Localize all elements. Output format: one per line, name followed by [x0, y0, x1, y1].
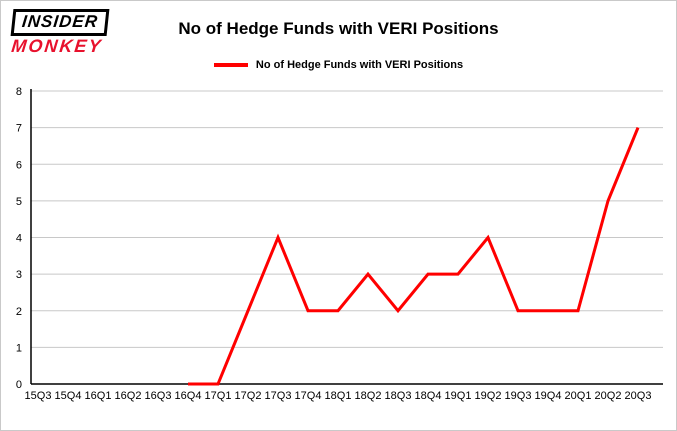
x-tick-label: 16Q1	[85, 390, 112, 402]
x-tick-label: 16Q4	[175, 390, 202, 402]
y-tick-label: 2	[16, 306, 22, 318]
y-tick-label: 4	[16, 233, 22, 245]
series-line	[188, 127, 640, 386]
x-tick-label: 17Q2	[235, 390, 262, 402]
y-tick-label: 6	[16, 159, 22, 171]
x-tick-label: 19Q2	[475, 390, 502, 402]
y-tick-label: 0	[16, 379, 22, 391]
x-tick-label: 18Q1	[325, 390, 352, 402]
y-tick-label: 7	[16, 123, 22, 135]
x-tick-label: 15Q4	[55, 390, 82, 402]
y-tick-label: 3	[16, 269, 22, 281]
legend-line-sample	[213, 63, 248, 67]
x-tick-label: 17Q4	[295, 390, 322, 402]
x-tick-label: 19Q3	[505, 390, 532, 402]
x-tick-label: 19Q4	[535, 390, 562, 402]
legend-label: No of Hedge Funds with VERI Positions	[255, 59, 464, 71]
y-tick-label: 8	[16, 86, 22, 98]
x-tick-label: 16Q3	[145, 390, 172, 402]
x-tick-label: 19Q1	[445, 390, 472, 402]
logo-monkey-text: MONKEY	[10, 36, 104, 56]
chart-title: No of Hedge Funds with VERI Positions	[178, 19, 499, 38]
x-tick-label: 20Q1	[565, 390, 592, 402]
y-tick-label: 5	[16, 196, 22, 208]
x-tick-label: 20Q3	[625, 390, 652, 402]
x-tick-label: 15Q3	[25, 390, 52, 402]
x-tick-label: 20Q2	[595, 390, 622, 402]
x-tick-label: 17Q3	[265, 390, 292, 402]
x-tick-label: 16Q2	[115, 390, 142, 402]
x-tick-label: 18Q3	[385, 390, 412, 402]
y-tick-label: 1	[16, 342, 22, 354]
x-tick-label: 18Q2	[355, 390, 382, 402]
x-tick-label: 18Q4	[415, 390, 442, 402]
x-tick-label: 17Q1	[205, 390, 232, 402]
chart-legend: No of Hedge Funds with VERI Positions	[1, 59, 676, 71]
